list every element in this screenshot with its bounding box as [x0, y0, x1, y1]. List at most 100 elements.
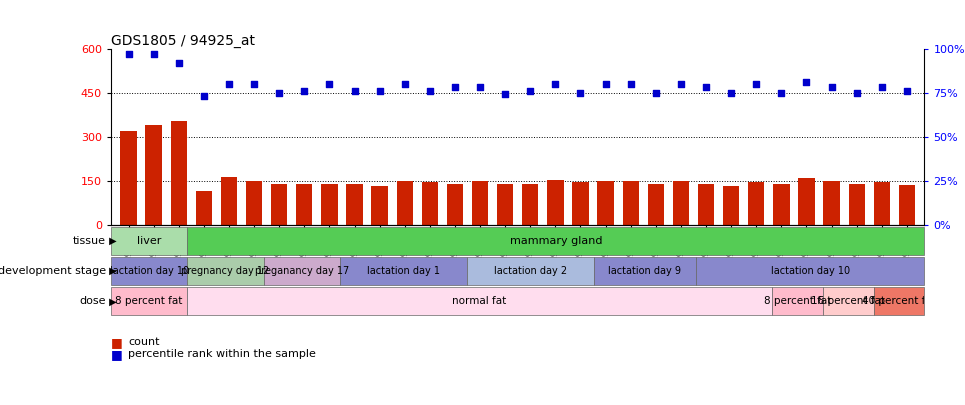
Point	[774, 90, 789, 96]
Text: mammary gland: mammary gland	[510, 236, 602, 245]
Bar	[340, 257, 467, 285]
Bar	[522, 184, 538, 225]
Bar	[823, 181, 840, 225]
Bar	[121, 131, 137, 225]
Text: lactation day 2: lactation day 2	[494, 266, 567, 276]
Bar	[848, 184, 865, 225]
Point	[372, 87, 387, 94]
Bar	[597, 181, 614, 225]
Bar	[772, 287, 823, 315]
Bar	[246, 181, 262, 225]
Point	[497, 91, 512, 98]
Text: ▶: ▶	[106, 296, 117, 306]
Text: liver: liver	[137, 236, 161, 245]
Bar	[898, 185, 915, 225]
Bar	[798, 178, 814, 225]
Text: 40 percent fat: 40 percent fat	[862, 296, 936, 306]
Text: preganancy day 17: preganancy day 17	[255, 266, 348, 276]
Text: pregnancy day 12: pregnancy day 12	[181, 266, 269, 276]
Point	[674, 81, 689, 87]
Point	[874, 84, 890, 91]
Bar	[111, 257, 187, 285]
Point	[573, 90, 589, 96]
Bar	[773, 184, 789, 225]
Point	[472, 84, 487, 91]
Text: normal fat: normal fat	[453, 296, 507, 306]
Bar	[372, 186, 388, 225]
Text: GDS1805 / 94925_at: GDS1805 / 94925_at	[111, 34, 255, 47]
Bar	[572, 182, 589, 225]
Bar	[196, 191, 212, 225]
Point	[648, 90, 664, 96]
Bar	[698, 184, 714, 225]
Point	[849, 90, 865, 96]
Point	[598, 81, 614, 87]
Bar	[111, 226, 187, 255]
Bar	[321, 184, 338, 225]
Bar	[397, 181, 413, 225]
Point	[724, 90, 739, 96]
Point	[623, 81, 639, 87]
Point	[221, 81, 236, 87]
Point	[146, 51, 161, 57]
Point	[397, 81, 412, 87]
Bar	[263, 257, 340, 285]
Point	[321, 81, 337, 87]
Bar	[873, 287, 924, 315]
Bar	[146, 125, 162, 225]
Point	[422, 87, 437, 94]
Point	[296, 87, 312, 94]
Bar	[547, 180, 564, 225]
Text: ▶: ▶	[106, 266, 117, 276]
Bar	[673, 181, 689, 225]
Text: ▶: ▶	[106, 236, 117, 245]
Text: tissue: tissue	[73, 236, 106, 245]
Bar	[594, 257, 696, 285]
Bar	[271, 184, 288, 225]
Bar	[346, 184, 363, 225]
Text: lactation day 1: lactation day 1	[367, 266, 440, 276]
Text: percentile rank within the sample: percentile rank within the sample	[128, 350, 317, 359]
Point	[346, 87, 362, 94]
Bar	[696, 257, 924, 285]
Bar	[823, 287, 873, 315]
Text: ■: ■	[111, 336, 123, 349]
Bar	[187, 257, 263, 285]
Point	[749, 81, 764, 87]
Point	[121, 51, 136, 57]
Bar	[296, 184, 313, 225]
Text: lactation day 10: lactation day 10	[110, 266, 189, 276]
Point	[899, 87, 915, 94]
Bar	[622, 181, 639, 225]
Bar	[422, 182, 438, 225]
Text: ■: ■	[111, 348, 123, 361]
Bar	[472, 181, 488, 225]
Text: count: count	[128, 337, 160, 347]
Text: 16 percent fat: 16 percent fat	[812, 296, 885, 306]
Bar	[723, 186, 739, 225]
Bar	[873, 181, 890, 225]
Point	[523, 87, 538, 94]
Point	[699, 84, 714, 91]
Bar	[171, 121, 187, 225]
Bar	[111, 287, 187, 315]
Text: 8 percent fat: 8 percent fat	[763, 296, 831, 306]
Bar	[187, 287, 772, 315]
Point	[824, 84, 840, 91]
Point	[171, 60, 186, 66]
Point	[548, 81, 564, 87]
Bar	[648, 184, 664, 225]
Text: 8 percent fat: 8 percent fat	[116, 296, 182, 306]
Text: dose: dose	[80, 296, 106, 306]
Point	[246, 81, 262, 87]
Bar	[497, 184, 513, 225]
Point	[447, 84, 462, 91]
Bar	[221, 177, 237, 225]
Bar	[748, 182, 764, 225]
Point	[196, 93, 211, 99]
Point	[271, 90, 287, 96]
Text: lactation day 9: lactation day 9	[608, 266, 681, 276]
Text: development stage: development stage	[0, 266, 106, 276]
Bar	[447, 184, 463, 225]
Text: lactation day 10: lactation day 10	[770, 266, 849, 276]
